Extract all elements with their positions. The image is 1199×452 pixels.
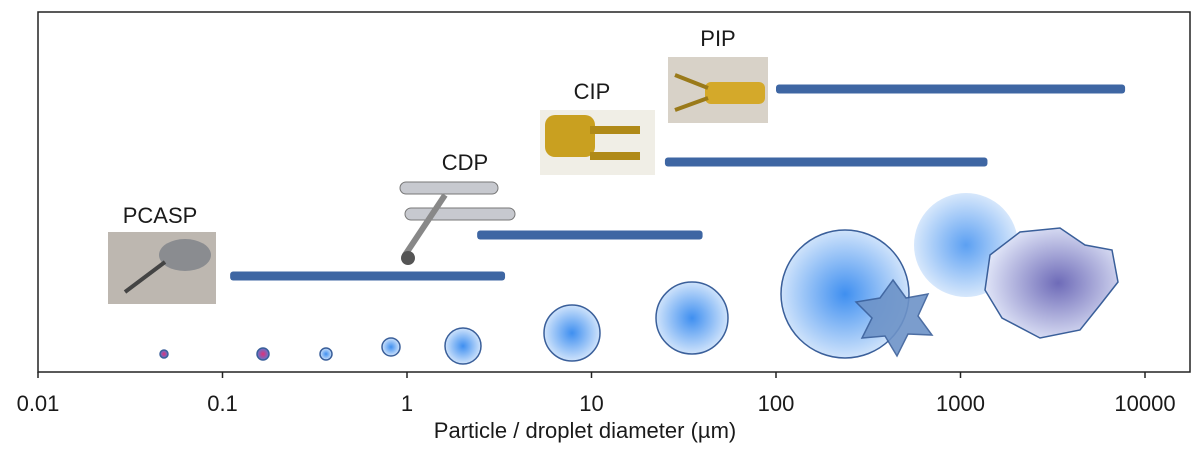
photo-part — [401, 251, 415, 265]
x-tick-label: 1 — [401, 391, 413, 416]
photo-part — [400, 182, 498, 194]
instrument-label: PIP — [700, 26, 735, 51]
chart: Particle / droplet diameter (µm) 0.01 0.1… — [0, 0, 1199, 447]
instrument-photos — [108, 57, 768, 304]
photo-part — [405, 208, 515, 220]
photo-part — [590, 152, 640, 160]
x-tick-label: 1000 — [936, 391, 985, 416]
photo-part — [545, 115, 595, 157]
x-tick-label: 10 — [579, 391, 603, 416]
photo-part — [705, 82, 765, 104]
photo-part — [590, 126, 640, 134]
particle — [160, 350, 168, 358]
range-bar — [477, 231, 702, 240]
photo-part — [159, 239, 211, 271]
particle — [445, 328, 481, 364]
photo-part — [405, 195, 445, 255]
instrument-label: PCASP — [123, 203, 198, 228]
particle — [544, 305, 600, 361]
range-bar — [776, 85, 1125, 94]
particle — [985, 228, 1118, 338]
range-bar — [665, 158, 988, 167]
particle — [656, 282, 728, 354]
instrument-label: CIP — [574, 79, 611, 104]
x-tick-label: 0.01 — [17, 391, 60, 416]
particle — [382, 338, 400, 356]
instrument-label: CDP — [442, 150, 488, 175]
range-bar — [230, 272, 505, 281]
x-tick-label: 10000 — [1114, 391, 1175, 416]
particle — [320, 348, 332, 360]
x-tick-label: 100 — [758, 391, 795, 416]
particle — [257, 348, 269, 360]
x-axis-label: Particle / droplet diameter (µm) — [434, 418, 736, 443]
x-tick-label: 0.1 — [207, 391, 238, 416]
